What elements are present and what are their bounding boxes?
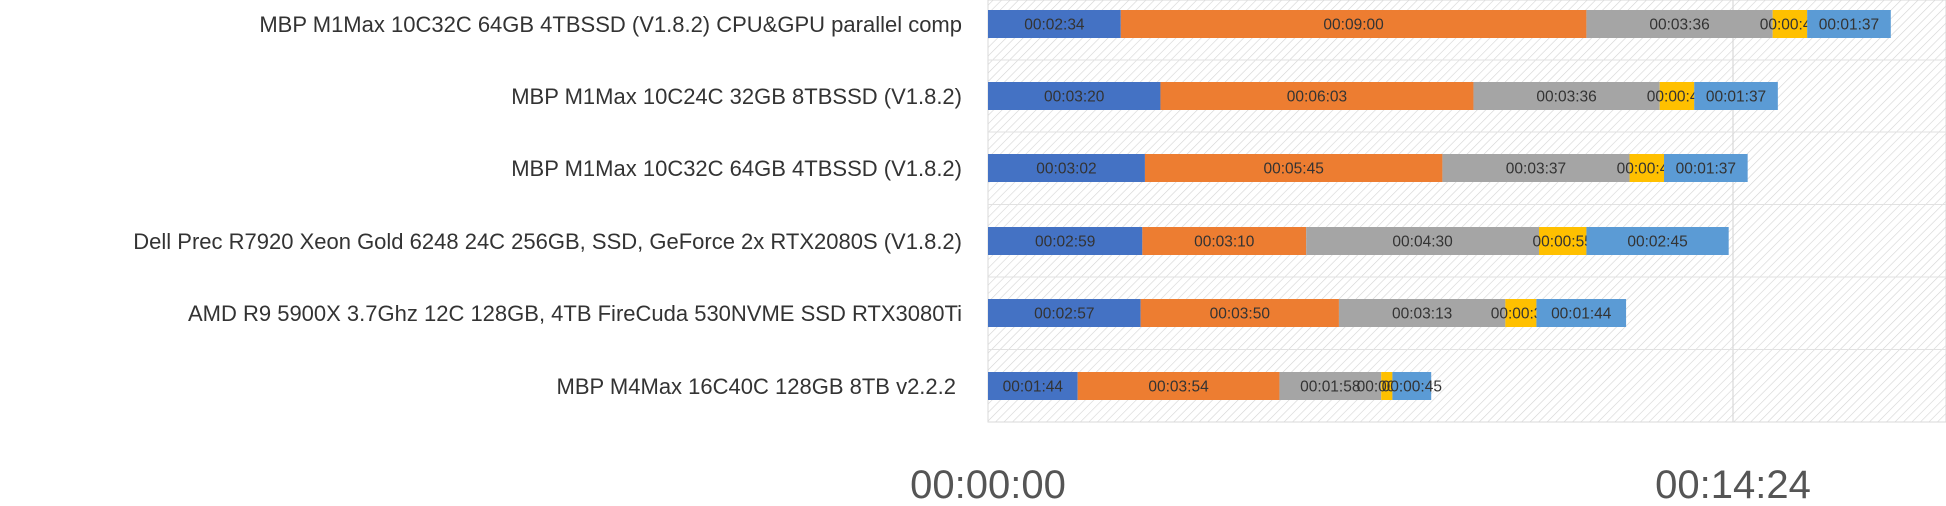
bar-segment [1586,227,1729,255]
bar-data-label: 00:02:34 [1024,17,1085,34]
bar-segment [1160,82,1474,110]
bar-segment [1077,372,1280,400]
bar-data-label: 00:03:36 [1536,89,1596,106]
bar-segment [1664,154,1748,182]
bar-segment [1306,227,1539,255]
bar-data-label: 00:01:37 [1706,89,1766,106]
bar-segment [988,154,1145,182]
x-tick-label: 00:00:00 [910,463,1066,506]
x-tick-label: 00:14:24 [1655,463,1811,506]
bar-data-label: 00:04:30 [1392,234,1453,251]
bars: 00:02:34 00:09:00 00:03:36 00:00:4000:01:37… [988,10,1891,400]
bar-data-label: 00:01:58 [1300,379,1360,396]
gridlines [988,0,1946,422]
bar-data-label: 00:02:45 [1627,234,1687,251]
bar-segment [988,82,1161,110]
bar-data-label: 00:03:20 [1044,89,1105,106]
bar-data-label: 00:00:40 [1617,161,1678,178]
bar-segment [1381,372,1393,400]
axis-tick-labels: 00:00:00 00:14:24 [910,463,1811,506]
bar-segment [1659,82,1695,110]
bar-data-label: 00:00:40 [1647,89,1708,106]
bar-segment [1538,227,1587,255]
category-label: Dell Prec R7920 Xeon Gold 6248 24C 256GB… [133,229,962,254]
bar-segment [1142,227,1307,255]
bar-segment [1772,10,1808,38]
bar-data-label: 00:05:45 [1264,161,1324,178]
bar-data-label: 00:09:00 [1323,17,1384,34]
bar-segment [1144,154,1443,182]
bar-data-label: 00:00:40 [1760,17,1821,34]
category-label: MBP M1Max 10C32C 64GB 4TBSSD (V1.8.2) CP… [259,12,962,37]
bar-segment [1140,299,1339,327]
bar-segment [1536,299,1627,327]
bar-data-label: 00:02:59 [1035,234,1095,251]
bar-segment [1442,154,1630,182]
bar-segment [1120,10,1587,38]
bar-data-label: 00:03:36 [1649,17,1709,34]
bar-segment [1694,82,1778,110]
bar-data-label: 00:02:57 [1034,306,1094,323]
bar-data-label: 00:01:44 [1551,306,1612,323]
bar-segment [1505,299,1537,327]
bar-data-label: 00:01:37 [1819,17,1879,34]
bar-data-label: 00:03:37 [1506,161,1566,178]
category-labels: MBP M1Max 10C32C 64GB 4TBSSD (V1.8.2) CP… [133,12,962,399]
bar-segment [1807,10,1891,38]
bar-data-label: 00:00:36 [1491,306,1551,323]
bar-segment [988,299,1141,327]
bar-segment [1473,82,1660,110]
bar-segment [1586,10,1773,38]
bar-data-label: 00:00:45 [1382,379,1442,396]
bar-segment [988,10,1121,38]
bar-data-label: 00:03:02 [1036,161,1096,178]
bar-segment [1338,299,1506,327]
bar-data-label: 00:06:03 [1287,89,1347,106]
bar-data-label: 00:03:50 [1210,306,1271,323]
bar-segment [1279,372,1382,400]
bar-segment [988,372,1078,400]
category-label: MBP M1Max 10C24C 32GB 8TBSSD (V1.8.2) [511,84,962,109]
bar-data-label: 00:00:55 [1533,234,1593,251]
bar-segment [1392,372,1432,400]
bar-data-label: 00:01:37 [1676,161,1736,178]
bar-data-label: 00:03:54 [1148,379,1209,396]
bar-segment [988,227,1143,255]
category-label: MBP M4Max 16C40C 128GB 8TB v2.2.2 [557,374,956,399]
bar-data-label: 00:03:10 [1194,234,1255,251]
plot-area [987,0,1946,423]
category-label: MBP M1Max 10C32C 64GB 4TBSSD (V1.8.2) [511,156,962,181]
bar-data-label: 00:03:13 [1392,306,1452,323]
bar-segment [1629,154,1665,182]
category-label: AMD R9 5900X 3.7Ghz 12C 128GB, 4TB FireC… [188,301,962,326]
bar-data-label: 00:01:44 [1003,379,1064,396]
